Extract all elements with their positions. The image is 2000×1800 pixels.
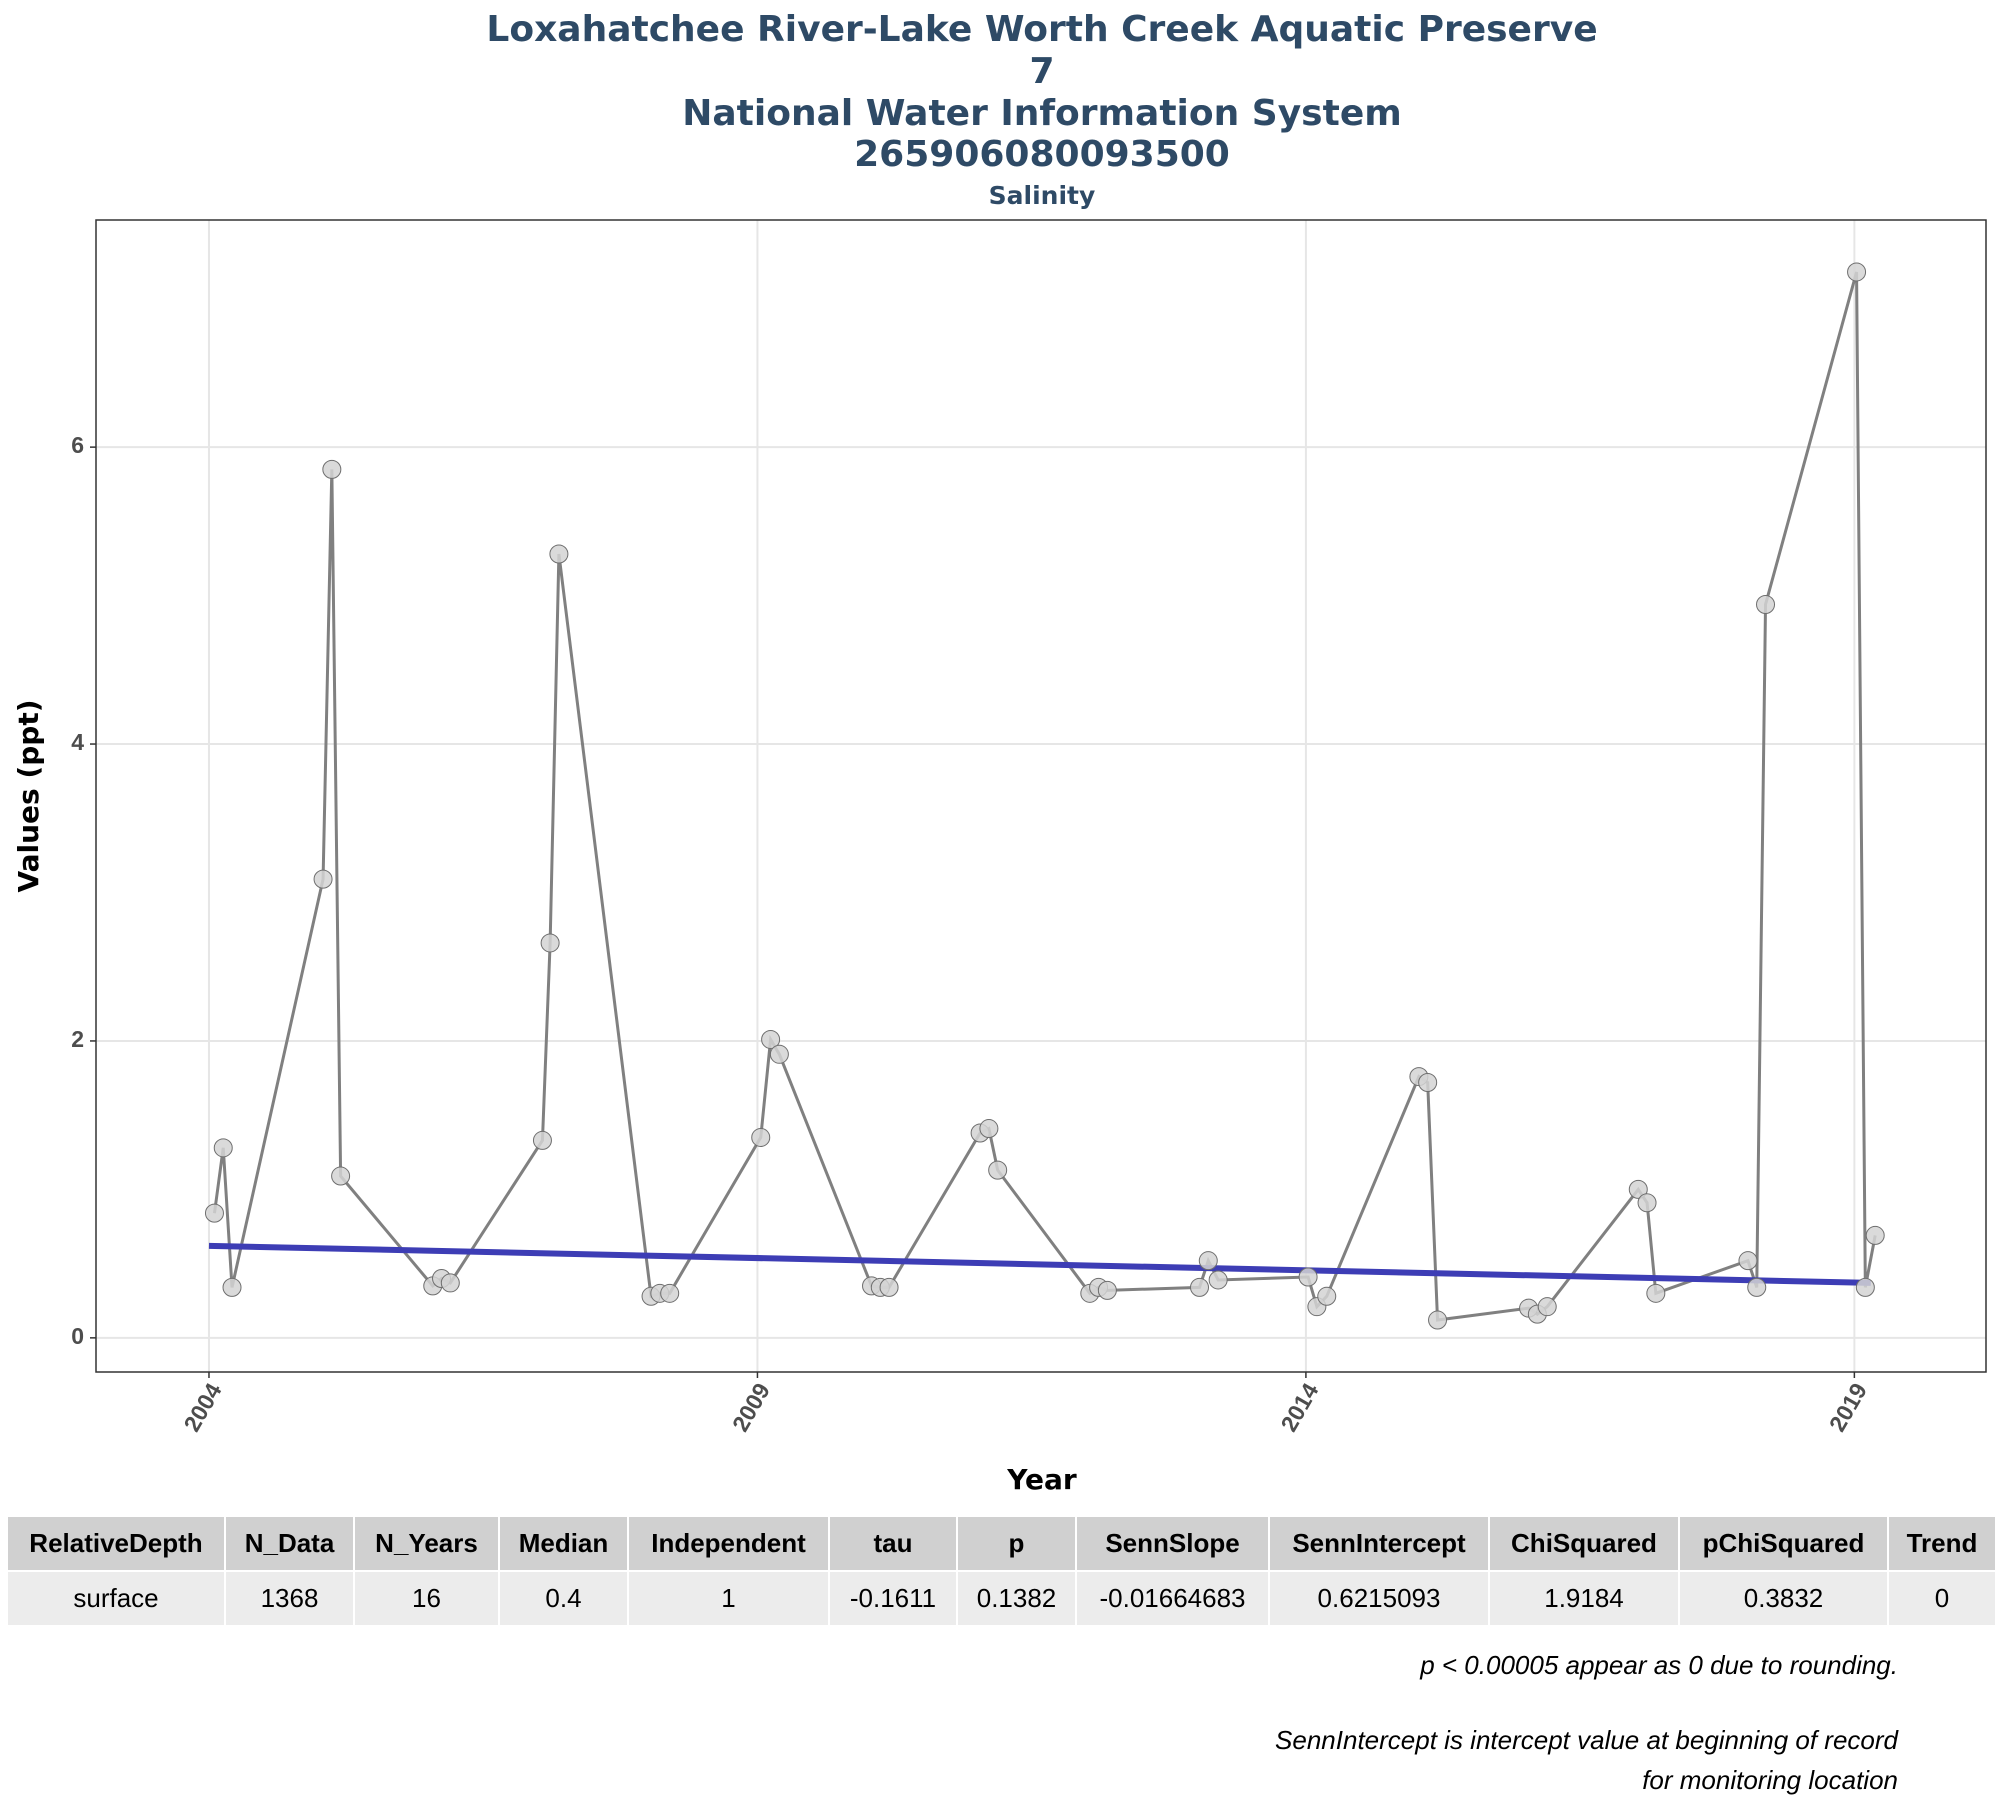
- data-point: [1208, 1270, 1228, 1290]
- data-point: [549, 544, 569, 564]
- data-point: [1097, 1280, 1117, 1300]
- data-point: [1298, 1267, 1318, 1287]
- data-point: [1537, 1297, 1557, 1317]
- y-tick-label: 0: [71, 1323, 84, 1349]
- data-point: [213, 1138, 233, 1158]
- data-point: [1747, 1277, 1767, 1297]
- y-tick-label: 4: [71, 729, 84, 755]
- trend-line: [208, 1242, 1871, 1286]
- data-point: [331, 1166, 351, 1186]
- x-tick-label: 2009: [727, 1379, 775, 1436]
- column-header: Trend: [1888, 1517, 1997, 1571]
- plot-border: [95, 219, 1987, 1373]
- table-cell: 1.9184: [1489, 1570, 1680, 1625]
- plot-background: [96, 220, 1986, 1372]
- note: SennIntercept is intercept value at begi…: [1275, 1725, 1898, 1795]
- y-axis-label: Values (ppt): [12, 699, 45, 892]
- data-point: [761, 1029, 781, 1049]
- column-header: p: [957, 1517, 1077, 1571]
- data-point: [322, 459, 342, 479]
- chart: Loxahatchee River-Lake Worth Creek Aquat…: [12, 9, 1987, 1496]
- data-point: [660, 1283, 680, 1303]
- chart-subtitle: Salinity: [989, 181, 1096, 210]
- table-cell: 0.3832: [1679, 1570, 1889, 1625]
- column-header: pChiSquared: [1679, 1517, 1889, 1571]
- column-header: tau: [829, 1517, 958, 1571]
- column-header: Median: [499, 1517, 629, 1571]
- chart-title: 7: [1029, 51, 1054, 92]
- data-point: [1865, 1225, 1885, 1245]
- table-cell: -0.01664683: [1076, 1570, 1270, 1625]
- data-point: [540, 933, 560, 953]
- table-cell: 0: [1888, 1570, 1997, 1625]
- chart-title: 265906080093500: [854, 134, 1230, 175]
- data-point: [1428, 1310, 1448, 1330]
- x-tick-label: 2004: [178, 1378, 226, 1435]
- data-point: [1418, 1073, 1438, 1093]
- data-point: [751, 1127, 771, 1147]
- column-header: N_Data: [225, 1517, 355, 1571]
- data-point: [1646, 1283, 1666, 1303]
- data-point: [1756, 594, 1776, 614]
- stats-table: RelativeDepth N_Data N_Years Median Independ…: [8, 1517, 1997, 1625]
- y-tick-label: 2: [71, 1026, 84, 1052]
- data-point: [1190, 1277, 1210, 1297]
- column-header: SennIntercept: [1269, 1517, 1490, 1571]
- data-point: [313, 869, 333, 889]
- data-point: [204, 1203, 224, 1223]
- column-header: ChiSquared: [1489, 1517, 1680, 1571]
- x-tick-label: 2014: [1275, 1378, 1323, 1435]
- data-point: [1637, 1193, 1657, 1213]
- table-row: surface 1368 16 0.4 1 -0.1611 0.1382 -0.0166468…: [8, 1570, 1997, 1625]
- data-point: [222, 1277, 242, 1297]
- data-point: [979, 1119, 999, 1139]
- data-point: [1738, 1251, 1758, 1271]
- data-point: [1198, 1251, 1218, 1271]
- data-point: [879, 1277, 899, 1297]
- data-point: [988, 1160, 1008, 1180]
- data-point: [440, 1273, 460, 1293]
- table-cell: 0.6215093: [1269, 1570, 1490, 1625]
- note: p < 0.00005 appear as 0 due to rounding.: [1420, 1650, 1898, 1680]
- column-header: N_Years: [354, 1517, 500, 1571]
- y-tick-label: 6: [71, 432, 84, 458]
- table-cell: surface: [8, 1570, 226, 1625]
- x-tick-label: 2019: [1824, 1379, 1872, 1436]
- table-cell: 1368: [225, 1570, 355, 1625]
- table-cell: -0.1611: [829, 1570, 958, 1625]
- data-point: [769, 1044, 789, 1064]
- chart-title: National Water Information System: [682, 93, 1402, 134]
- data-point: [532, 1130, 552, 1150]
- table-cell: 1: [628, 1570, 830, 1625]
- data-point: [1628, 1179, 1648, 1199]
- table-cell: 16: [354, 1570, 500, 1625]
- x-axis-label: Year: [1006, 1463, 1077, 1496]
- table-header: RelativeDepth N_Data N_Years Median Independ…: [8, 1517, 1997, 1571]
- table-cell: 0.1382: [957, 1570, 1077, 1625]
- data-point: [1847, 262, 1867, 282]
- data-point: [1855, 1277, 1875, 1297]
- table-cell: 0.4: [499, 1570, 629, 1625]
- column-header: SennSlope: [1076, 1517, 1270, 1571]
- chart-title: Loxahatchee River-Lake Worth Creek Aquat…: [486, 9, 1597, 50]
- column-header: RelativeDepth: [8, 1517, 226, 1571]
- column-header: Independent: [628, 1517, 830, 1571]
- data-point: [1317, 1286, 1337, 1306]
